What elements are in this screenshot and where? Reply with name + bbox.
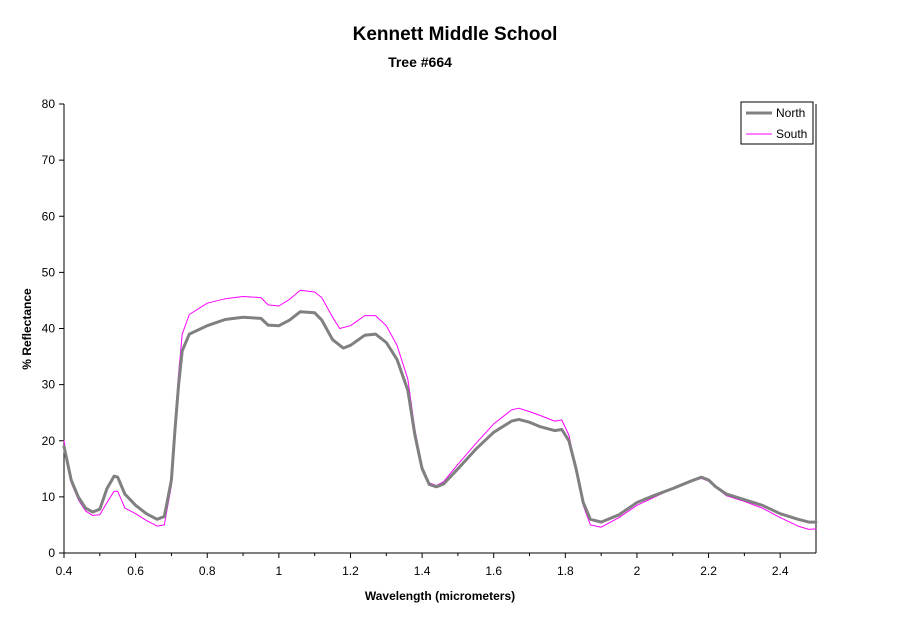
chart-subtitle: Tree #664 bbox=[388, 54, 452, 70]
x-axis-label: Wavelength (micrometers) bbox=[365, 589, 515, 603]
y-tick-label: 10 bbox=[42, 490, 56, 504]
x-tick-label: 1.6 bbox=[485, 564, 502, 578]
y-tick-label: 50 bbox=[42, 265, 56, 279]
x-tick-label: 2.2 bbox=[700, 564, 717, 578]
plot-area bbox=[64, 104, 816, 553]
x-tick-label: 0.4 bbox=[56, 564, 73, 578]
y-tick-label: 40 bbox=[42, 322, 56, 336]
legend-label-south: South bbox=[776, 127, 807, 141]
x-axis-ticks: 0.4 0.6 0.8 1 1.2 1.4 1.6 1.8 2 2.2 2.4 bbox=[56, 553, 789, 578]
chart-title: Kennett Middle School bbox=[353, 24, 558, 45]
y-tick-label: 70 bbox=[42, 153, 56, 167]
series-line-north bbox=[62, 310, 818, 524]
legend: North South bbox=[740, 101, 814, 145]
x-tick-label: 0.6 bbox=[127, 564, 144, 578]
y-tick-label: 0 bbox=[48, 546, 55, 560]
y-axis-label: % Reflectance bbox=[20, 288, 34, 370]
legend-label-north: North bbox=[776, 106, 805, 120]
y-tick-label: 30 bbox=[42, 378, 56, 392]
x-tick-label: 1.2 bbox=[342, 564, 359, 578]
y-tick-label: 20 bbox=[42, 434, 56, 448]
x-tick-label: 1.8 bbox=[557, 564, 574, 578]
y-tick-label: 60 bbox=[42, 209, 56, 223]
x-tick-label: 2 bbox=[634, 564, 641, 578]
legend-box bbox=[740, 101, 814, 145]
x-tick-label: 1.4 bbox=[414, 564, 431, 578]
x-tick-label: 1 bbox=[276, 564, 283, 578]
x-tick-label: 0.8 bbox=[199, 564, 216, 578]
series-layer bbox=[62, 289, 818, 530]
x-tick-label: 2.4 bbox=[772, 564, 789, 578]
y-tick-label: 80 bbox=[42, 97, 56, 111]
y-axis-ticks: 0 10 20 30 40 50 60 70 80 bbox=[42, 97, 64, 560]
